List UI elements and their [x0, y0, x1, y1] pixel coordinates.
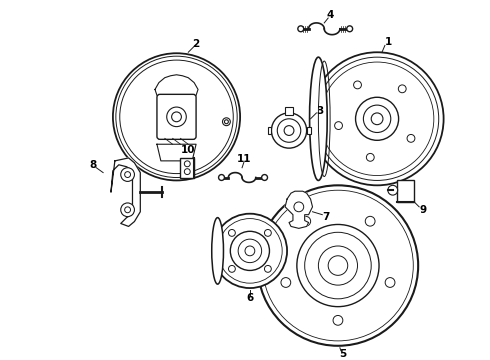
Circle shape [265, 265, 271, 272]
Circle shape [367, 153, 374, 161]
Bar [180, 158, 194, 177]
Circle shape [333, 315, 343, 325]
Circle shape [297, 225, 379, 307]
Circle shape [184, 169, 190, 175]
Circle shape [364, 105, 391, 132]
Bar [307, 127, 311, 134]
Circle shape [277, 119, 301, 142]
Text: 8: 8 [90, 160, 97, 170]
Text: 9: 9 [419, 205, 427, 215]
Circle shape [222, 118, 230, 126]
Bar [396, 180, 414, 202]
Circle shape [121, 168, 134, 181]
Text: 3: 3 [317, 106, 324, 116]
Text: 7: 7 [322, 212, 330, 222]
Circle shape [121, 203, 134, 217]
Text: 11: 11 [237, 154, 251, 164]
Circle shape [354, 81, 362, 89]
Circle shape [258, 185, 418, 346]
Polygon shape [285, 191, 313, 228]
Circle shape [407, 134, 415, 142]
Circle shape [184, 161, 190, 167]
Text: 4: 4 [326, 10, 334, 20]
Ellipse shape [212, 217, 223, 284]
Bar [285, 107, 293, 115]
Circle shape [124, 207, 130, 213]
Circle shape [238, 239, 262, 263]
Circle shape [371, 113, 383, 125]
Circle shape [281, 278, 291, 287]
Circle shape [305, 232, 371, 299]
Circle shape [265, 229, 271, 236]
Circle shape [230, 231, 270, 270]
Polygon shape [111, 158, 140, 226]
Circle shape [245, 246, 255, 256]
Text: 5: 5 [339, 348, 346, 359]
Circle shape [335, 122, 343, 130]
Circle shape [311, 52, 443, 185]
Circle shape [365, 216, 375, 226]
Circle shape [398, 85, 406, 93]
Circle shape [228, 265, 235, 272]
Circle shape [262, 175, 268, 180]
Circle shape [271, 113, 307, 148]
Text: 2: 2 [193, 40, 200, 49]
Text: 6: 6 [246, 293, 253, 303]
Circle shape [228, 229, 235, 236]
Circle shape [356, 97, 398, 140]
Circle shape [318, 246, 358, 285]
Circle shape [213, 214, 287, 288]
Circle shape [124, 172, 130, 177]
Ellipse shape [310, 57, 327, 180]
Text: 10: 10 [181, 145, 196, 155]
Polygon shape [157, 144, 196, 161]
Circle shape [328, 256, 348, 275]
Circle shape [385, 278, 395, 287]
Circle shape [301, 216, 311, 226]
Circle shape [219, 175, 224, 180]
Circle shape [113, 53, 240, 180]
Circle shape [294, 202, 304, 212]
Polygon shape [155, 75, 198, 97]
Circle shape [388, 185, 397, 195]
Bar [268, 127, 271, 134]
Text: 1: 1 [385, 37, 392, 48]
FancyBboxPatch shape [157, 94, 196, 139]
Circle shape [298, 26, 304, 32]
Circle shape [347, 26, 353, 32]
Circle shape [167, 107, 186, 127]
